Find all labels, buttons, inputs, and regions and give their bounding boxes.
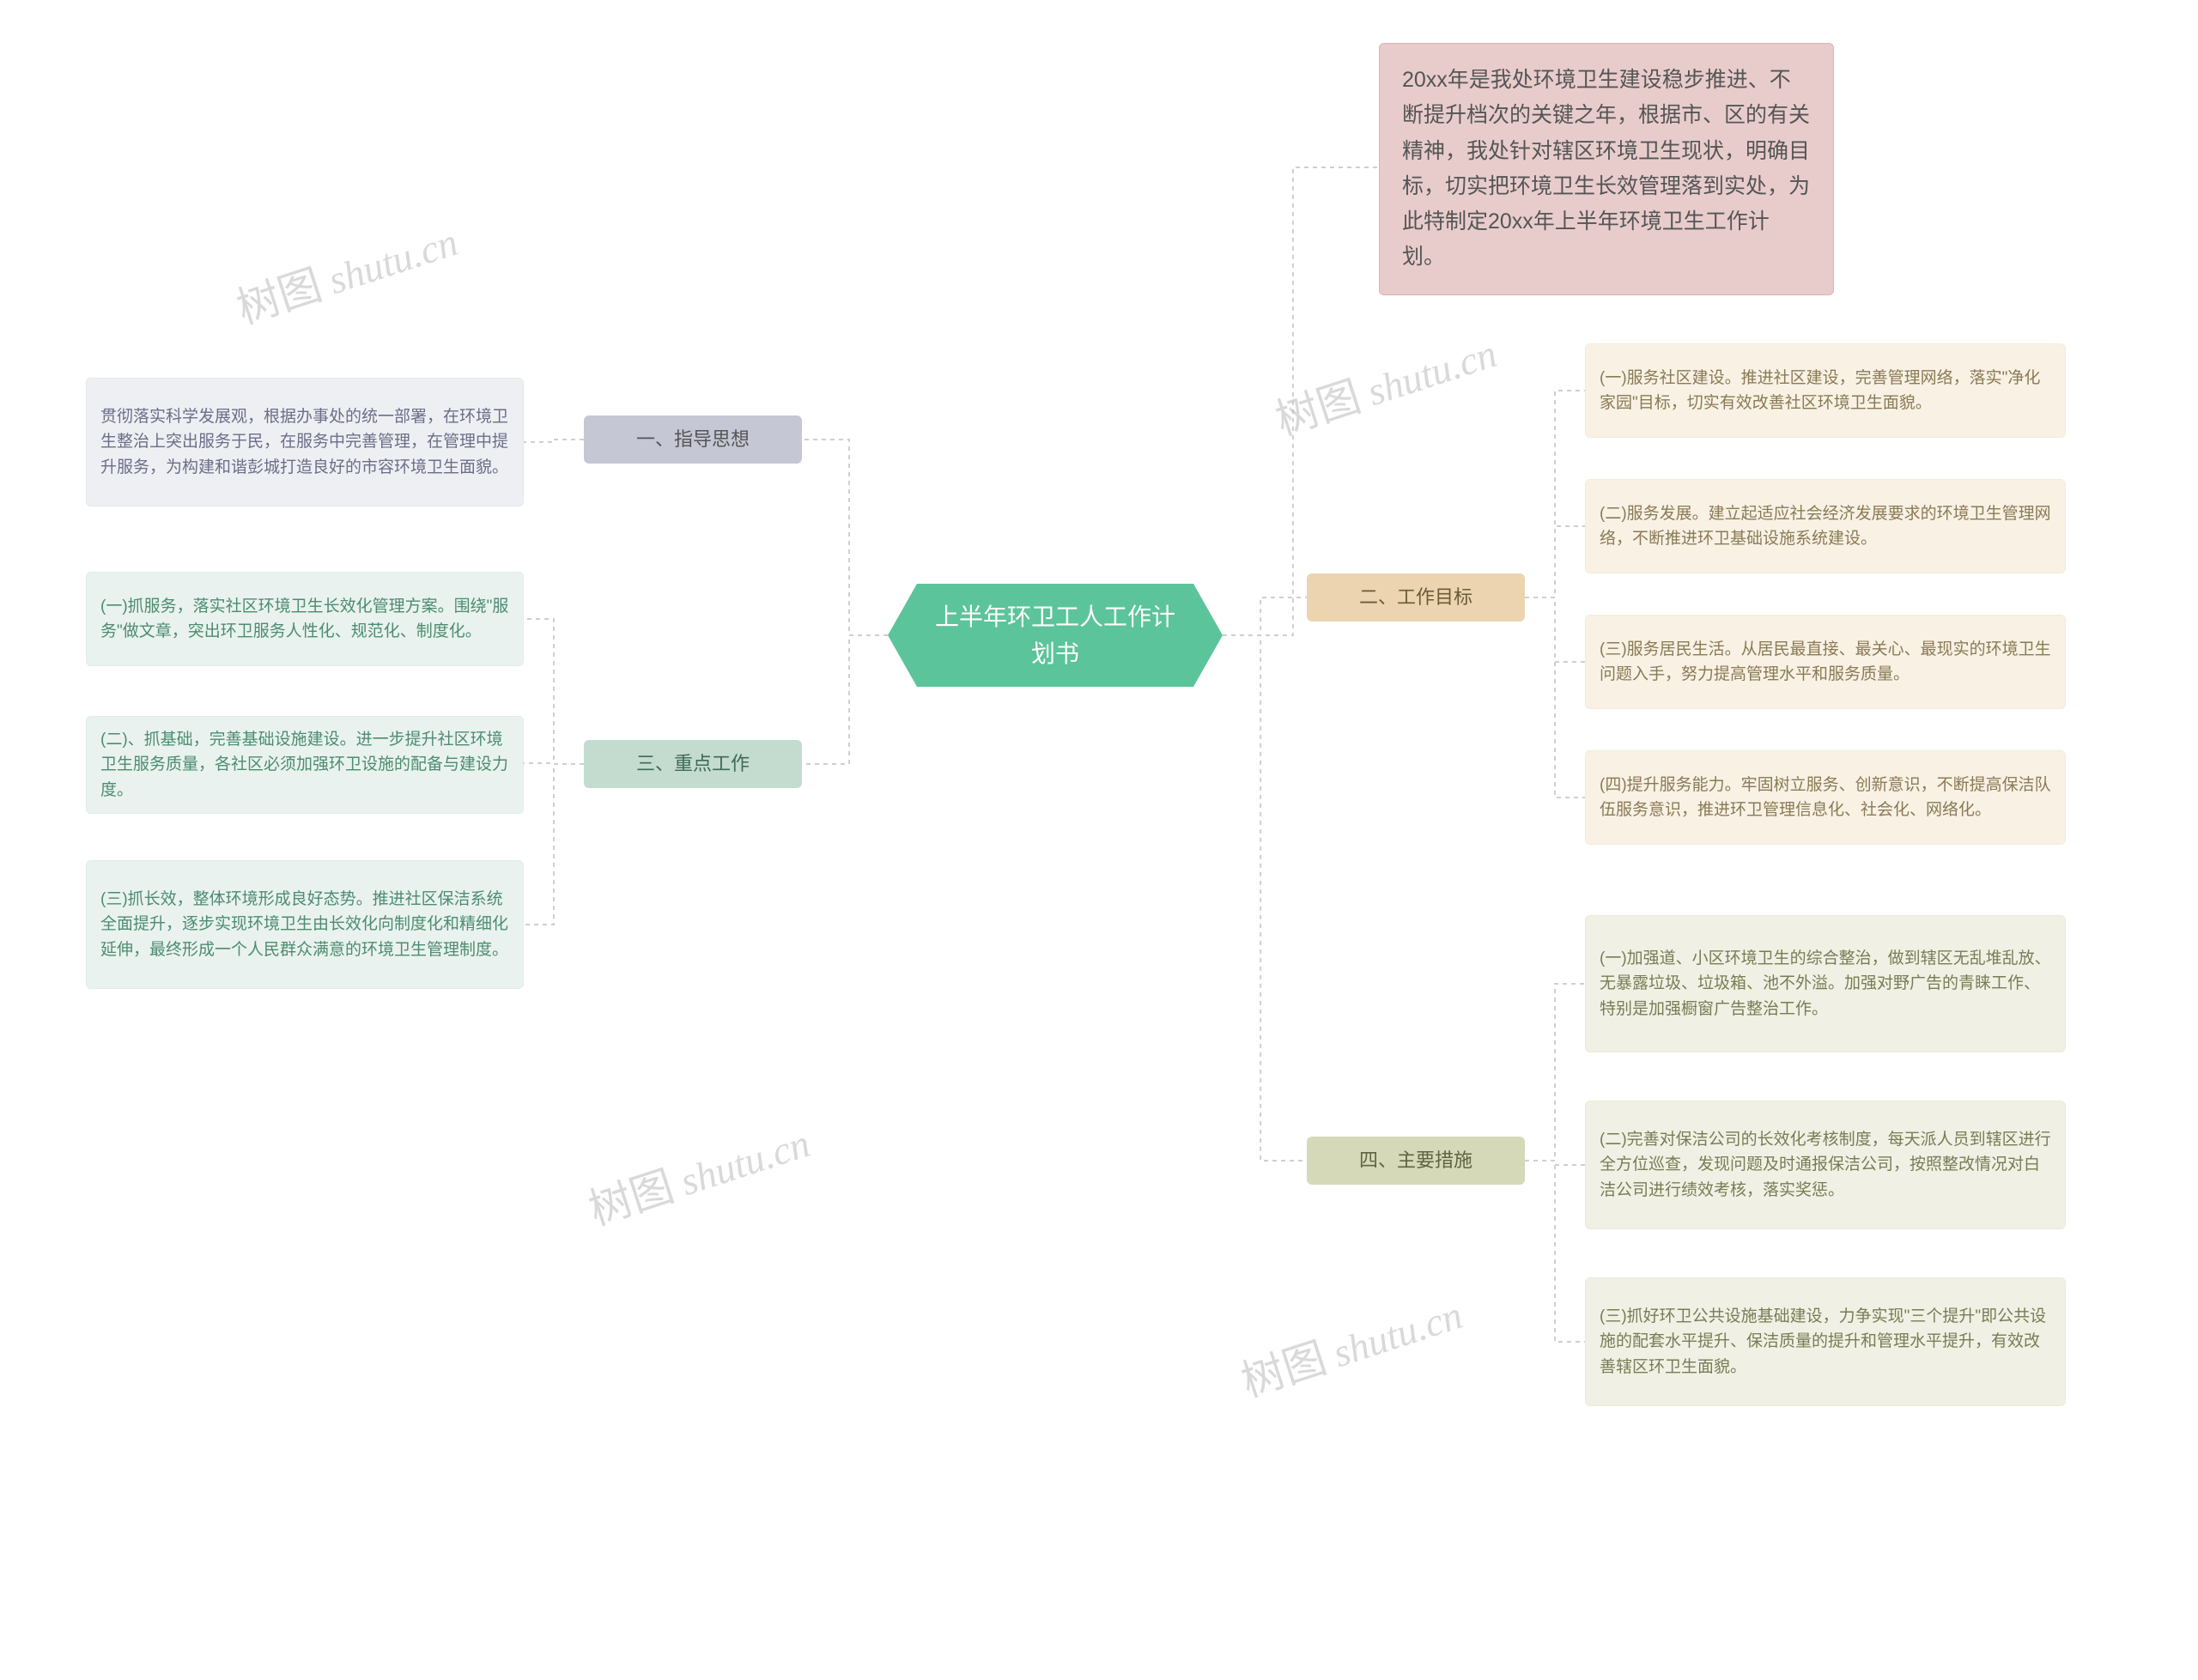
watermark: 树图 shutu.cn [1232,1280,1468,1410]
branch-header: 一、指导思想 [584,415,802,464]
leaf-node: (三)抓好环卫公共设施基础建设，力争实现"三个提升"即公共设施的配套水平提升、保… [1585,1277,2066,1406]
leaf-node: (一)抓服务，落实社区环境卫生长效化管理方案。围绕"服务"做文章，突出环卫服务人… [86,572,524,666]
leaf-node: (二)服务发展。建立起适应社会经济发展要求的环境卫生管理网络，不断推进环卫基础设… [1585,479,2066,573]
branch-header: 三、重点工作 [584,740,802,788]
watermark-en: shutu.cn [313,220,463,306]
watermark-en: shutu.cn [665,1121,815,1207]
leaf-node: (二)完善对保洁公司的长效化考核制度，每天派人员到辖区进行全方位巡查，发现问题及… [1585,1101,2066,1229]
watermark-cn: 树图 [1270,372,1366,444]
leaf-node: (四)提升服务能力。牢固树立服务、创新意识，不断提高保洁队伍服务意识，推进环卫管… [1585,750,2066,845]
intro-box: 20xx年是我处环境卫生建设稳步推进、不断提升档次的关键之年，根据市、区的有关精… [1379,43,1834,295]
leaf-node: (一)加强道、小区环境卫生的综合整治，做到辖区无乱堆乱放、无暴露垃圾、垃圾箱、池… [1585,915,2066,1052]
leaf-node: (二)、抓基础，完善基础设施建设。进一步提升社区环境卫生服务质量，各社区必须加强… [86,716,524,814]
watermark-cn: 树图 [231,260,327,332]
watermark-en: shutu.cn [1352,331,1502,417]
leaf-node: (三)服务居民生活。从居民最直接、最关心、最现实的环境卫生问题入手，努力提高管理… [1585,615,2066,709]
branch-header: 二、工作目标 [1307,573,1525,622]
leaf-node: (一)服务社区建设。推进社区建设，完善管理网络，落实"净化家园"目标，切实有效改… [1585,343,2066,438]
watermark: 树图 shutu.cn [228,207,464,337]
leaf-node: 贯彻落实科学发展观，根据办事处的统一部署，在环境卫生整治上突出服务于民，在服务中… [86,378,524,506]
center-node: 上半年环卫工人工作计划书 [888,584,1223,687]
watermark-cn: 树图 [1236,1333,1332,1405]
watermark: 树图 shutu.cn [1266,318,1503,448]
leaf-node: (三)抓长效，整体环境形成良好态势。推进社区保洁系统全面提升，逐步实现环境卫生由… [86,860,524,989]
branch-header: 四、主要措施 [1307,1137,1525,1185]
watermark-en: shutu.cn [1318,1293,1467,1379]
watermark: 树图 shutu.cn [580,1108,816,1238]
watermark-cn: 树图 [583,1161,679,1234]
